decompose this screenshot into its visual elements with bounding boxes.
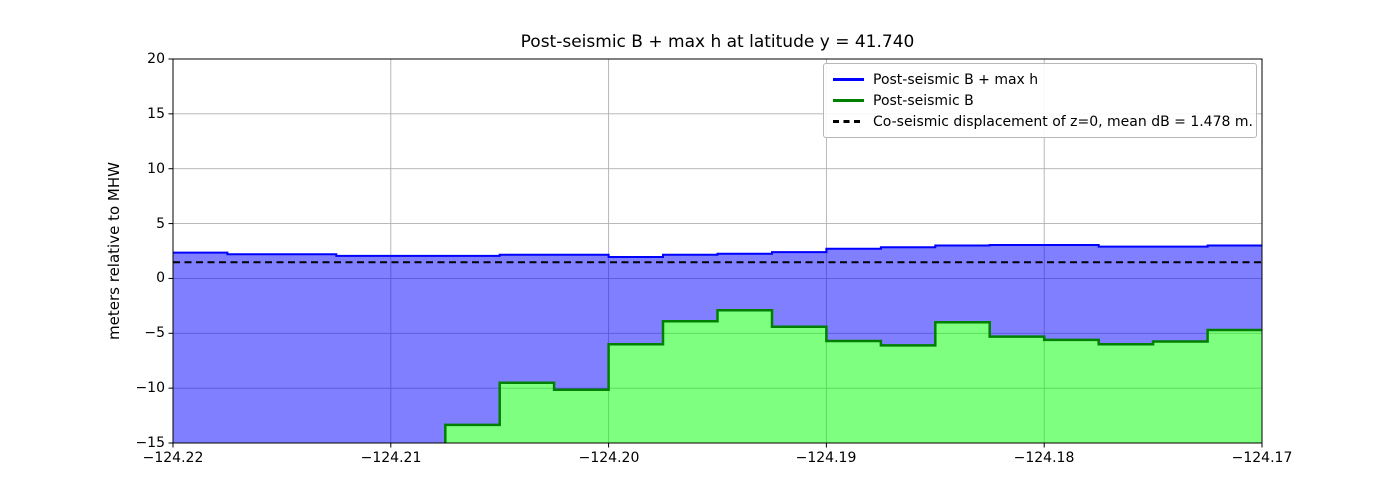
legend-line-sample-blue [833, 78, 864, 81]
x-tick-label: −124.17 [1231, 450, 1293, 466]
y-tick-label: 20 [147, 51, 165, 67]
plot-border [172, 58, 1263, 444]
y-tick-label: −15 [135, 435, 165, 451]
area-fill-post-seismic-b [445, 310, 1262, 443]
series-line-post-seismic-b-plus-max-h [173, 244, 1262, 258]
legend-item: Post-seismic B + max h [833, 69, 1250, 90]
legend-label: Post-seismic B + max h [873, 71, 1039, 88]
legend-label: Post-seismic B [873, 92, 974, 109]
legend-item: Post-seismic B [833, 90, 1250, 111]
y-tick-label: 15 [147, 106, 165, 122]
x-tick-label: −124.19 [795, 450, 857, 466]
legend-label: Co-seismic displacement of z=0, mean dB … [873, 113, 1253, 130]
legend: Post-seismic B + max h Post-seismic B Co… [823, 63, 1257, 138]
chart-title: Post-seismic B + max h at latitude y = 4… [520, 32, 915, 52]
y-tick-label: 0 [156, 270, 165, 286]
legend-item: Co-seismic displacement of z=0, mean dB … [833, 111, 1253, 132]
y-tick-label: 10 [147, 161, 165, 177]
y-tick-label: 5 [156, 216, 165, 232]
legend-line-sample-dashed [833, 120, 864, 123]
y-tick-label: −10 [135, 380, 165, 396]
x-tick-label: −124.22 [142, 450, 204, 466]
y-tick-label: −5 [144, 325, 165, 341]
x-tick-label: −124.20 [578, 450, 640, 466]
x-tick-label: −124.18 [1013, 450, 1075, 466]
series-line-post-seismic-b [444, 308, 1262, 443]
x-tick-label: −124.21 [360, 450, 422, 466]
area-fill-post-seismic-b-plus-max-h [173, 245, 1262, 443]
legend-line-sample-green [833, 99, 864, 102]
